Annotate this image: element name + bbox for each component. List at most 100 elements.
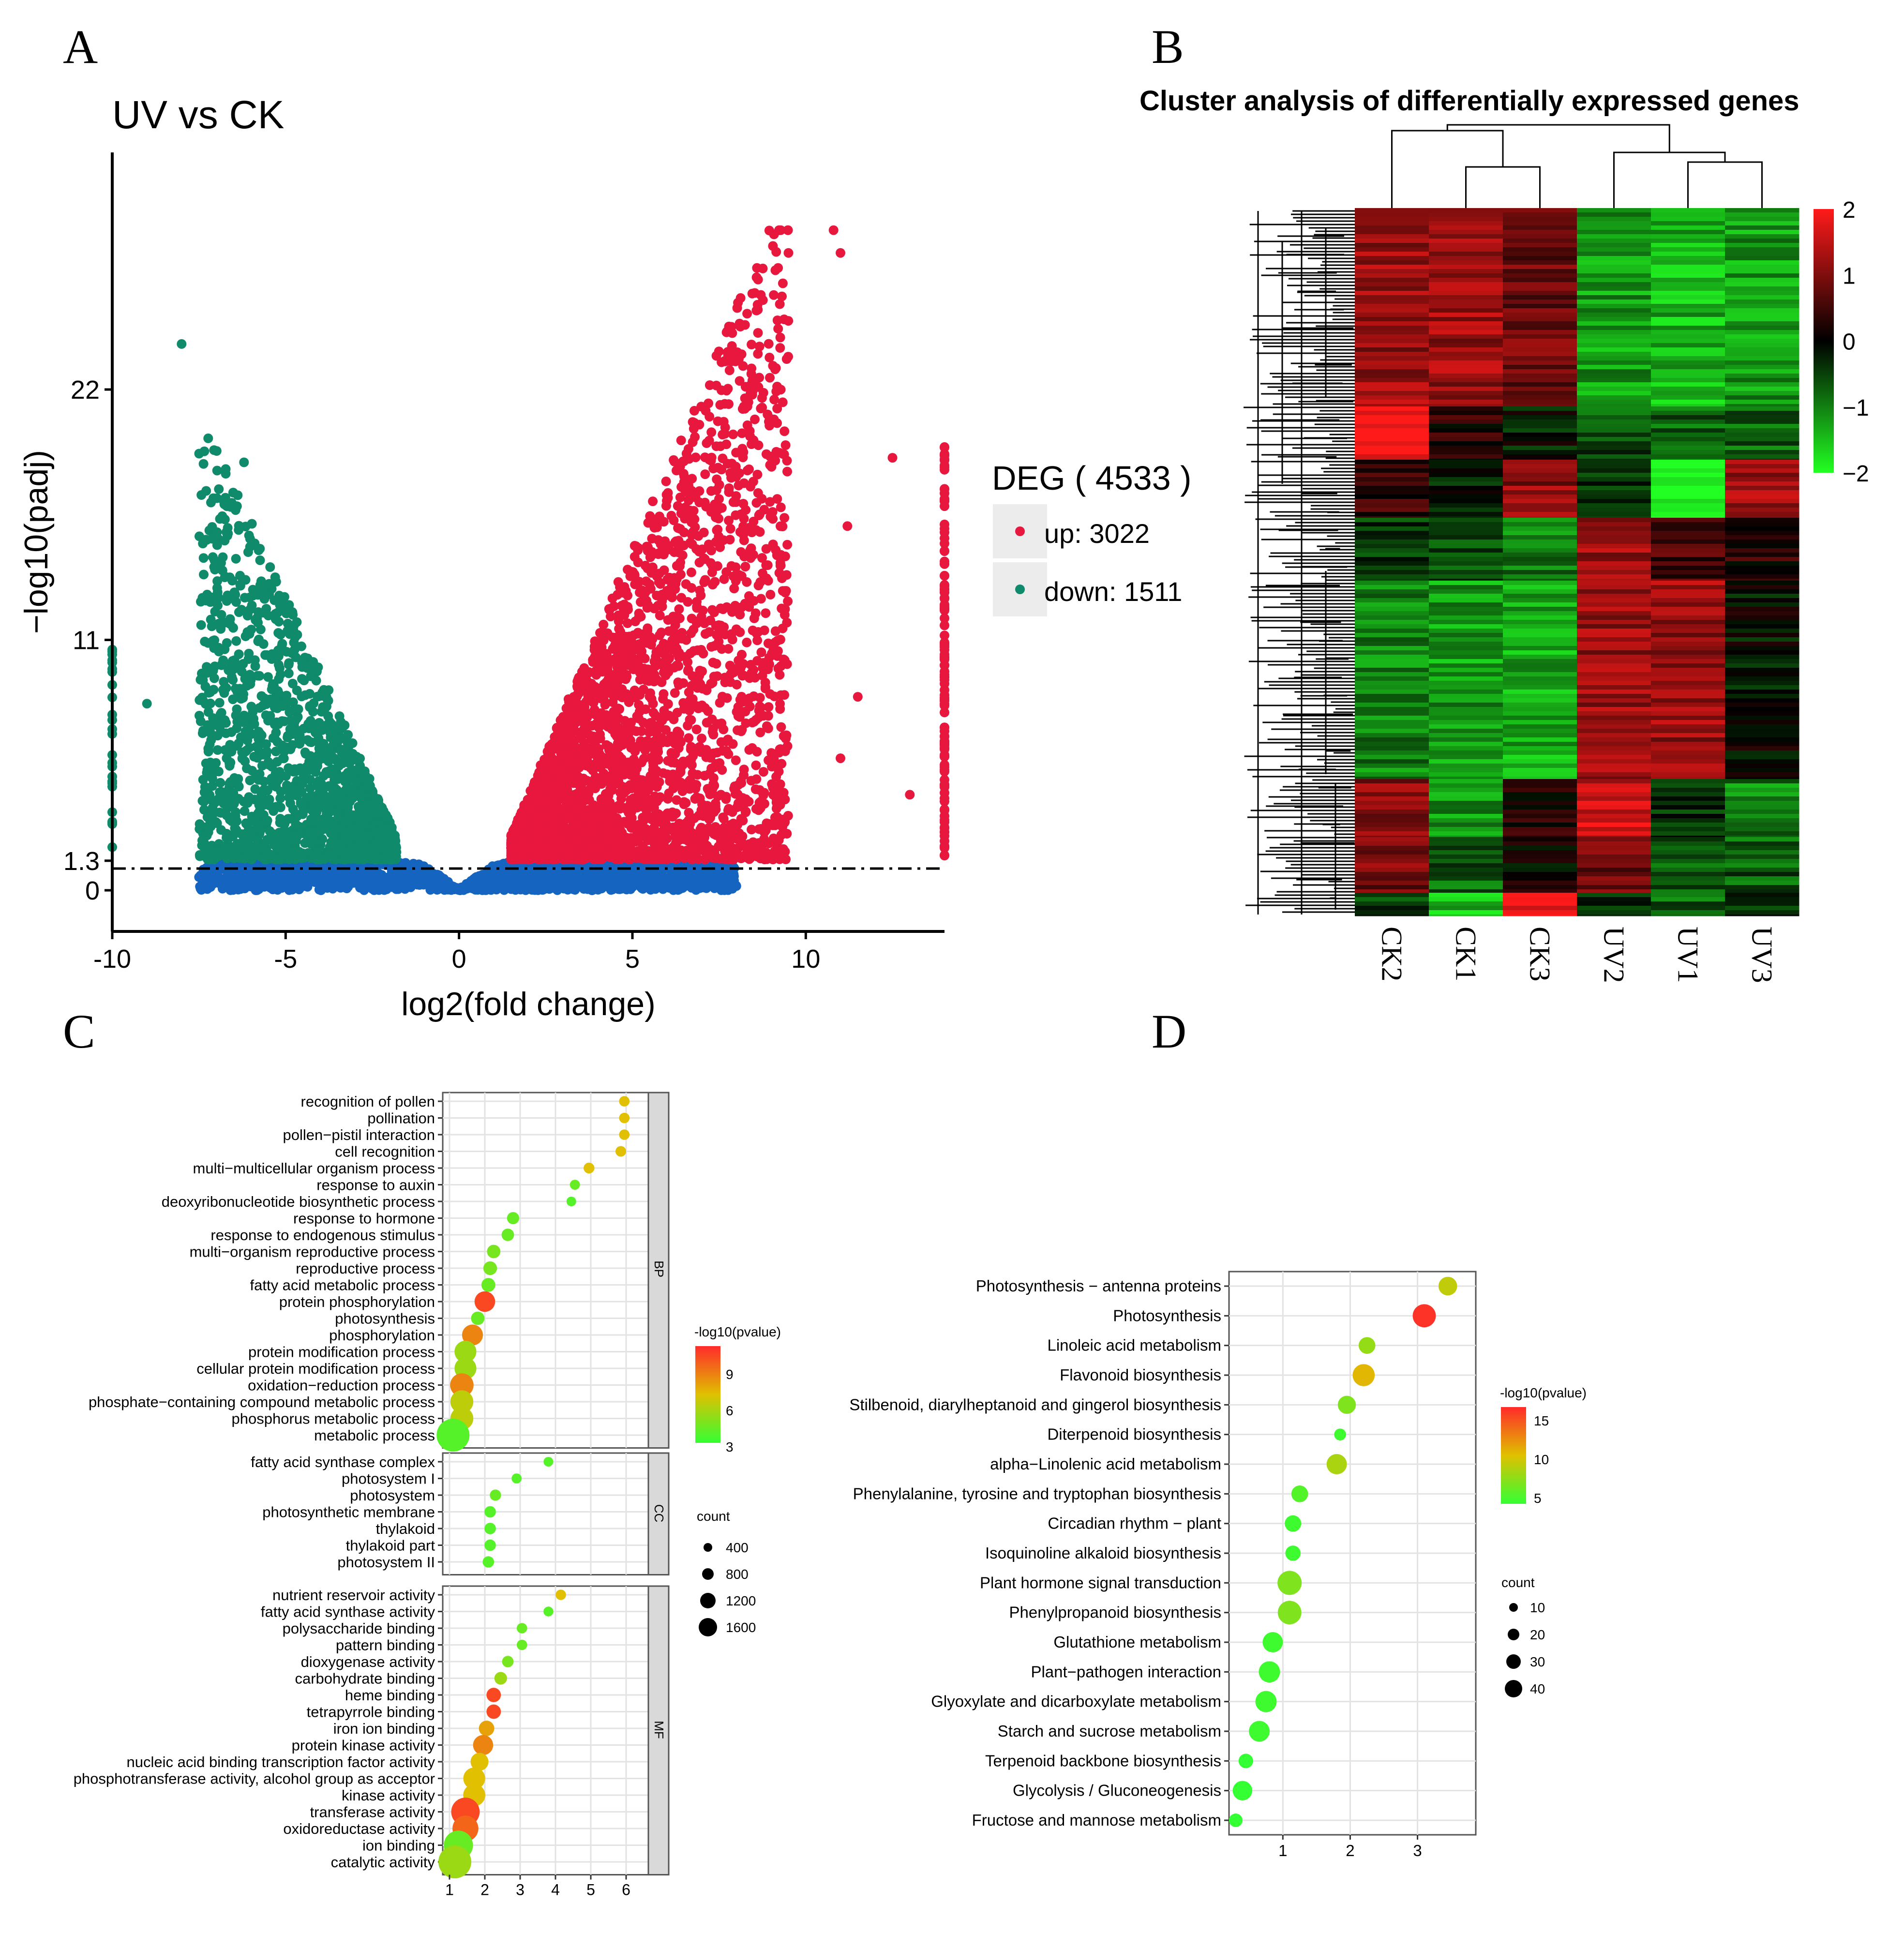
down-point — [225, 779, 234, 789]
up-point — [758, 658, 768, 668]
up-point — [708, 658, 718, 668]
ns-point — [294, 869, 304, 879]
down-point — [255, 671, 265, 681]
up-point — [724, 483, 734, 493]
down-point — [225, 572, 235, 583]
down-point — [200, 636, 210, 646]
ns-point — [233, 882, 243, 892]
up-point — [747, 668, 757, 678]
ns-point — [656, 881, 666, 891]
down-point — [325, 717, 335, 727]
up-point — [708, 773, 719, 783]
down-point — [277, 701, 287, 711]
down-point — [239, 689, 249, 699]
down-point — [216, 708, 226, 718]
down-point — [285, 764, 295, 774]
up-point — [782, 540, 793, 550]
down-point — [370, 855, 380, 865]
down-point — [279, 592, 289, 602]
down-point — [341, 748, 351, 758]
down-point — [210, 849, 220, 859]
ns-point — [290, 883, 300, 893]
up-point — [758, 263, 768, 273]
up-point — [695, 585, 705, 596]
up-point — [765, 373, 775, 383]
down-point — [212, 583, 222, 593]
down-point — [325, 766, 334, 776]
down-point — [312, 757, 322, 767]
down-point — [205, 818, 215, 828]
ns-point — [326, 882, 336, 892]
up-point — [765, 511, 776, 522]
up-point — [763, 560, 773, 570]
up-point — [748, 625, 758, 635]
up-point — [769, 290, 779, 300]
ns-point — [540, 884, 550, 894]
ns-point — [574, 863, 584, 873]
up-point — [661, 476, 671, 486]
up-point — [662, 769, 673, 780]
down-point — [270, 733, 280, 743]
ns-point — [428, 883, 438, 893]
down-point — [245, 679, 255, 689]
up-point — [775, 558, 785, 568]
up-point — [761, 608, 771, 618]
down-point — [262, 747, 272, 756]
down-point — [275, 663, 285, 673]
down-point — [284, 658, 294, 668]
down-point — [354, 852, 363, 862]
ns-point — [451, 884, 462, 894]
ns-point — [195, 884, 206, 894]
up-point — [772, 404, 782, 414]
up-point — [719, 724, 729, 735]
down-point — [255, 586, 266, 596]
down-point — [203, 707, 213, 717]
up-point — [690, 405, 699, 416]
down-point — [262, 851, 272, 861]
up-point — [622, 719, 632, 729]
ns-point — [503, 880, 513, 890]
down-point — [287, 678, 298, 689]
down-point — [303, 827, 314, 837]
down-point — [219, 677, 229, 687]
panel-letter-b: B — [1152, 20, 1184, 74]
down-point — [207, 781, 217, 791]
ns-point — [695, 883, 705, 893]
down-point — [199, 570, 209, 580]
up-point — [639, 753, 649, 764]
up-point — [657, 677, 667, 687]
down-point — [226, 727, 237, 737]
down-point — [321, 745, 331, 755]
down-point — [343, 802, 353, 812]
down-point — [381, 824, 391, 834]
ns-point — [349, 877, 360, 887]
up-point — [755, 803, 765, 813]
ns-point — [523, 877, 533, 887]
down-point — [306, 737, 316, 747]
up-point — [599, 619, 609, 630]
ns-point — [253, 882, 263, 892]
down-point — [272, 843, 282, 853]
down-point — [262, 650, 272, 660]
down-point — [290, 717, 300, 727]
ns-point — [630, 871, 641, 881]
up-point — [740, 562, 750, 571]
up-point — [700, 469, 710, 480]
down-point — [294, 810, 304, 820]
down-point — [232, 501, 242, 511]
ns-point — [628, 882, 638, 892]
up-point — [751, 272, 762, 283]
down-point — [222, 753, 232, 763]
down-point — [360, 766, 370, 776]
down-point — [196, 620, 206, 630]
ns-point — [436, 879, 447, 889]
down-point — [254, 727, 264, 736]
down-point — [232, 816, 242, 826]
down-point — [279, 829, 289, 839]
down-point — [214, 698, 225, 708]
down-point — [210, 797, 220, 808]
up-point — [756, 647, 766, 658]
down-point — [215, 787, 225, 797]
down-point — [207, 534, 217, 544]
